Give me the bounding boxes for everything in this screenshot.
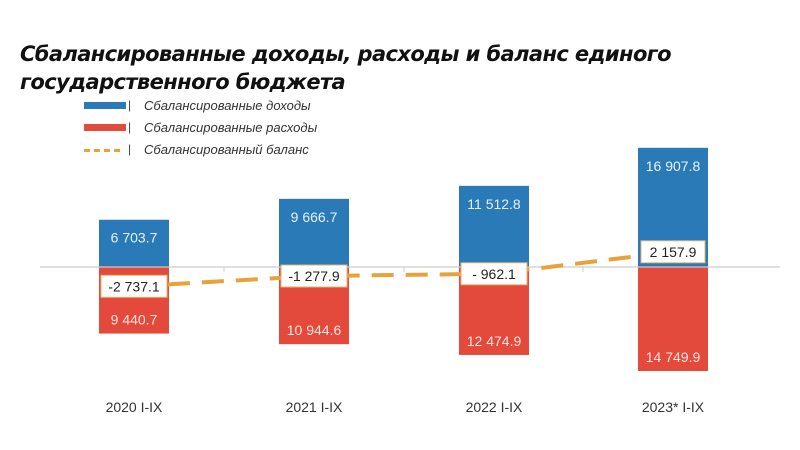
legend-label-revenue: Сбалансированные доходы: [144, 98, 311, 113]
legend-label-balance: Сбалансированный баланс: [144, 142, 309, 157]
data-label-expenses: 12 474.9: [467, 333, 522, 349]
balance-label-box: [460, 262, 528, 286]
legend-label-expenses: Сбалансированные расходы: [144, 120, 318, 135]
chart-title: Сбалансированные доходы, расходы и балан…: [20, 42, 672, 94]
legend-swatch-revenue: [84, 102, 126, 109]
data-label-balance: -1 277.9: [288, 268, 340, 284]
legend-swatch-expenses: [84, 124, 126, 131]
balance-label-box: [100, 274, 168, 298]
balance-label-box: [640, 240, 706, 264]
bar-expenses: [638, 267, 708, 371]
category-label: 2022 I-IX: [466, 399, 523, 415]
category-label: 2023* I-IX: [642, 399, 705, 415]
data-label-balance: 2 157.9: [650, 244, 697, 260]
bar-revenue: [99, 219, 169, 267]
data-label-balance: - 962.1: [472, 266, 516, 282]
data-label-revenue: 9 666.7: [291, 209, 338, 225]
balance-label-box: [280, 264, 348, 288]
data-label-expenses: 9 440.7: [111, 312, 158, 328]
category-label: 2021 I-IX: [286, 399, 343, 415]
bar-revenue: [279, 198, 349, 267]
balance-line: [133, 249, 674, 289]
category-label: 2020 I-IX: [106, 399, 163, 415]
data-label-expenses: 14 749.9: [646, 349, 701, 365]
data-label-balance: -2 737.1: [108, 278, 160, 294]
data-label-expenses: 10 944.6: [287, 322, 342, 338]
bar-revenue: [459, 185, 529, 267]
data-label-revenue: 11 512.8: [467, 196, 521, 212]
data-label-revenue: 6 703.7: [111, 230, 158, 246]
legend-swatch-balance: [84, 149, 120, 152]
data-label-revenue: 16 907.8: [646, 158, 701, 174]
